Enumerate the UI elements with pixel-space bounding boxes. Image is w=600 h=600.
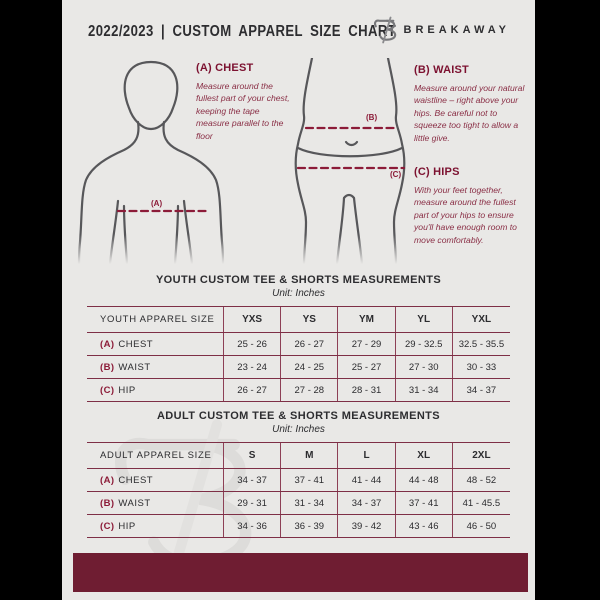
torso-figure [72,56,230,264]
waist-heading: (B) WAIST [414,64,469,76]
size-cell: 27 - 28 [281,379,339,401]
size-cell: 31 - 34 [281,492,339,514]
lower-body-figure [290,58,410,264]
hips-line-label: (C) [390,170,402,179]
header-cell: YOUTH APPAREL SIZE [87,307,224,332]
size-cell: 23 - 24 [224,356,282,378]
size-cell: 25 - 26 [224,333,282,355]
header-cell: XL [396,443,453,468]
row-label: (B) WAIST [87,492,224,514]
size-cell: 31 - 34 [396,379,453,401]
waist-guide-note: (B) WAIST Measure around your natural wa… [414,64,527,144]
table-row: (C) HIP 26 - 27 27 - 28 28 - 31 31 - 34 34 - 3… [87,379,510,402]
adult-table-title: ADULT CUSTOM TEE & SHORTS MEASUREMENTS [156,410,441,422]
row-label: (B) WAIST [87,356,224,378]
youth-table-unit: Unit: Inches [272,288,325,299]
youth-size-table: YOUTH APPAREL SIZE YXS YS YM YL YXL (A) CHEST 25… [87,306,510,402]
size-chart-page: 2022/2023 | CUSTOM APPAREL SIZE CHART BR… [62,0,535,600]
adult-table-unit: Unit: Inches [272,424,325,435]
chest-description: Measure around the fullest part of your … [196,81,290,141]
size-cell: 34 - 37 [466,384,497,396]
row-label: (A) CHEST [87,469,224,491]
size-cell: 30 - 33 [466,361,497,373]
table-row: (B) WAIST 29 - 31 31 - 34 34 - 37 37 - 41 41 -… [87,492,510,515]
header-cell: YXS [224,307,282,332]
header-cell: YL [396,307,453,332]
size-cell: 29 - 32.5 [396,333,453,355]
table-row: YOUTH APPAREL SIZE YXS YS YM YL YXL [87,307,510,333]
header-cell: 2XL [472,450,491,461]
youth-table-block: YOUTH CUSTOM TEE & SHORTS MEASUREMENTS U… [62,274,535,402]
size-cell: 25 - 27 [338,356,396,378]
row-label: (A) CHEST [87,333,224,355]
youth-table-title: YOUTH CUSTOM TEE & SHORTS MEASUREMENTS [155,274,442,286]
chest-guide-note: (A) CHEST Measure around the fullest par… [196,62,293,142]
size-cell: 43 - 46 [396,515,453,537]
hips-guide-note: (C) HIPS With your feet together, measur… [414,166,528,246]
header-cell: YM [338,307,396,332]
size-cell: 34 - 37 [224,469,282,491]
size-cell: 39 - 42 [338,515,396,537]
size-cell: 46 - 50 [466,520,497,532]
header-cell: YXL [471,314,492,325]
table-row: (A) CHEST 25 - 26 26 - 27 27 - 29 29 - 32.5 32… [87,333,510,356]
row-label: (C) HIP [87,379,224,401]
size-cell: 37 - 41 [396,492,453,514]
chest-line-label: (A) [151,199,163,208]
table-row: (B) WAIST 23 - 24 24 - 25 25 - 27 27 - 30 30 -… [87,356,510,379]
breakaway-b-logo-icon [373,16,397,44]
brand-name: BREAKAWAY [403,24,510,36]
header-cell: YS [281,307,339,332]
header-cell: M [281,443,339,468]
size-cell: 29 - 31 [224,492,282,514]
size-cell: 41 - 45.5 [462,497,501,509]
footer-accent-bar [73,553,528,592]
header-cell: ADULT APPAREL SIZE [87,443,224,468]
size-cell: 26 - 27 [281,333,339,355]
adult-size-table: ADULT APPAREL SIZE S M L XL 2XL (A) CHEST 34 - 3… [87,442,510,538]
size-cell: 34 - 36 [224,515,282,537]
size-cell: 24 - 25 [281,356,339,378]
header-cell: S [224,443,282,468]
size-cell: 26 - 27 [224,379,282,401]
header-cell: L [338,443,396,468]
size-cell: 34 - 37 [338,492,396,514]
size-cell: 44 - 48 [396,469,453,491]
hips-heading: (C) HIPS [414,166,460,178]
size-cell: 36 - 39 [281,515,339,537]
table-row: ADULT APPAREL SIZE S M L XL 2XL [87,443,510,469]
waist-line-label: (B) [366,113,378,122]
row-label: (C) HIP [87,515,224,537]
size-cell: 27 - 29 [338,333,396,355]
size-cell: 37 - 41 [281,469,339,491]
document-title: 2022/2023 | CUSTOM APPAREL SIZE CHART [88,23,397,40]
size-cell: 41 - 44 [338,469,396,491]
brand-lockup: BREAKAWAY [373,16,511,44]
table-row: (A) CHEST 34 - 37 37 - 41 41 - 44 44 - 48 48 -… [87,469,510,492]
adult-table-block: ADULT CUSTOM TEE & SHORTS MEASUREMENTS U… [62,410,535,538]
size-cell: 27 - 30 [396,356,453,378]
table-row: (C) HIP 34 - 36 36 - 39 39 - 42 43 - 46 46 - 5… [87,515,510,538]
chest-heading: (A) CHEST [196,62,254,74]
waist-description: Measure around your natural waistline – … [414,83,525,143]
size-cell: 32.5 - 35.5 [458,338,505,350]
size-cell: 48 - 52 [466,474,497,486]
hips-description: With your feet together, measure around … [414,185,517,245]
size-cell: 28 - 31 [338,379,396,401]
